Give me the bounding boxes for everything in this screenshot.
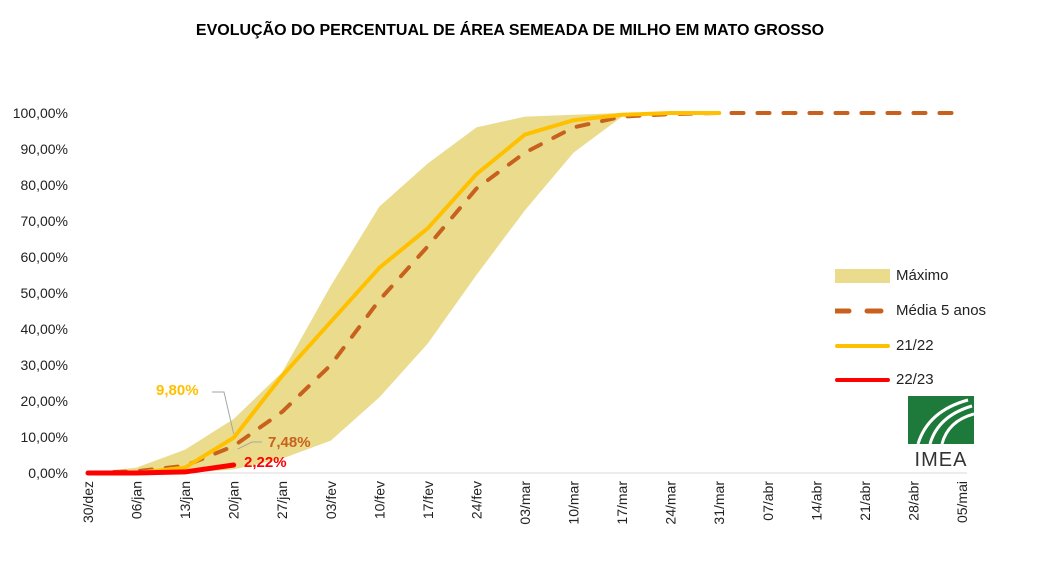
imea-logo: IMEA: [908, 396, 975, 472]
x-tick-label: 17/mar: [614, 481, 630, 525]
x-tick-label: 10/fev: [371, 481, 387, 519]
chart-title: EVOLUÇÃO DO PERCENTUAL DE ÁREA SEMEADA D…: [195, 22, 825, 39]
x-tick-label: 31/mar: [711, 481, 727, 525]
annotation-2223: 2,22%: [244, 454, 287, 471]
series-line-1: [86, 111, 722, 475]
legend-label: 22/23: [896, 371, 934, 388]
x-tick-label: 28/abr: [905, 481, 921, 521]
annotation-media: 7,48%: [268, 434, 311, 451]
y-tick-label: 80,00%: [21, 177, 68, 193]
x-tick-label: 27/jan: [274, 481, 290, 519]
legend-maximo: Máximo: [835, 267, 949, 284]
y-tick-label: 50,00%: [21, 285, 68, 301]
legend-swatch: [835, 268, 890, 283]
leader-line: [212, 391, 235, 434]
legend-swatch: [835, 377, 890, 382]
legend-swatch: [835, 343, 890, 348]
y-tick-label: 10,00%: [21, 429, 68, 445]
x-tick-label: 14/abr: [808, 481, 824, 521]
y-tick-label: 30,00%: [21, 357, 68, 373]
logo-icon: [908, 396, 975, 445]
x-tick-label: 24/fev: [468, 481, 484, 519]
series-line-2: [85, 462, 237, 476]
legend-2122: 21/22: [835, 337, 934, 354]
x-tick-label: 21/abr: [857, 481, 873, 521]
x-tick-label: 03/mar: [517, 481, 533, 525]
legend-swatch: [835, 308, 890, 313]
legend-media: Média 5 anos: [835, 302, 986, 319]
x-tick-label: 07/abr: [760, 481, 776, 521]
legend-label: Máximo: [896, 267, 949, 284]
x-tick-label: 13/jan: [177, 481, 193, 519]
series-line-0: [86, 111, 964, 475]
annotation-2122: 9,80%: [156, 382, 199, 399]
y-tick-label: 90,00%: [21, 141, 68, 157]
x-tick-label: 20/jan: [226, 481, 242, 519]
legend-2223: 22/23: [835, 371, 934, 388]
y-tick-label: 100,00%: [13, 105, 68, 121]
x-tick-label: 24/mar: [663, 481, 679, 525]
y-tick-label: 20,00%: [21, 393, 68, 409]
x-tick-label: 30/dez: [80, 481, 96, 523]
leader-line: [237, 441, 262, 450]
y-tick-label: 40,00%: [21, 321, 68, 337]
y-tick-label: 60,00%: [21, 249, 68, 265]
band-maximo: [88, 113, 720, 473]
legend-label: 21/22: [896, 337, 934, 354]
x-tick-label: 10/mar: [566, 481, 582, 525]
logo-text: IMEA: [914, 449, 968, 471]
x-tick-label: 03/fev: [323, 481, 339, 519]
y-tick-label: 70,00%: [21, 213, 68, 229]
x-tick-label: 17/fev: [420, 481, 436, 519]
y-tick-label: 0,00%: [28, 465, 68, 481]
x-tick-label: 06/jan: [129, 481, 145, 519]
legend-label: Média 5 anos: [896, 302, 987, 319]
x-tick-label: 05/mai: [954, 481, 970, 523]
